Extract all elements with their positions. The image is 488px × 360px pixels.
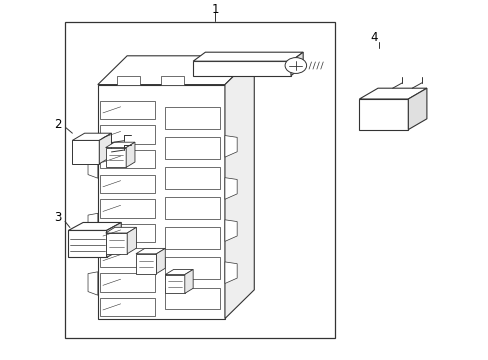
Text: 4: 4 [369,31,377,44]
Polygon shape [224,178,237,199]
Polygon shape [161,76,184,85]
Polygon shape [165,257,220,279]
Text: 1: 1 [211,3,219,15]
Polygon shape [224,135,237,157]
Polygon shape [106,222,121,257]
Polygon shape [156,248,165,274]
Polygon shape [105,233,127,254]
Polygon shape [105,142,135,148]
Polygon shape [224,56,254,319]
Polygon shape [99,133,111,164]
Polygon shape [165,167,220,189]
Polygon shape [126,142,135,167]
Polygon shape [105,148,126,167]
Polygon shape [359,88,426,99]
Polygon shape [117,76,140,85]
Polygon shape [165,197,220,219]
Polygon shape [359,99,407,130]
Polygon shape [224,262,237,284]
Polygon shape [100,298,155,316]
Polygon shape [88,155,98,178]
Polygon shape [72,140,99,164]
Polygon shape [72,133,111,140]
Polygon shape [100,125,155,144]
Polygon shape [127,228,136,254]
Polygon shape [136,254,156,274]
Polygon shape [98,56,254,85]
Polygon shape [88,213,98,237]
Polygon shape [165,228,220,249]
Polygon shape [165,269,193,275]
Circle shape [285,58,306,73]
Polygon shape [165,275,184,293]
Polygon shape [68,230,106,257]
Polygon shape [136,248,165,254]
Text: 2: 2 [54,118,61,131]
Polygon shape [100,150,155,168]
Polygon shape [184,269,193,293]
Polygon shape [100,175,155,193]
Polygon shape [88,272,98,295]
Polygon shape [100,224,155,242]
Polygon shape [68,222,121,230]
Polygon shape [193,52,303,61]
Polygon shape [407,88,426,130]
Polygon shape [290,52,303,76]
Polygon shape [98,85,224,319]
Polygon shape [193,61,290,76]
Polygon shape [100,199,155,217]
Polygon shape [100,100,155,119]
Polygon shape [105,228,136,233]
Polygon shape [165,137,220,159]
Bar [64,22,334,338]
Polygon shape [224,220,237,242]
Polygon shape [100,248,155,267]
Polygon shape [100,273,155,292]
Polygon shape [165,107,220,129]
Text: 3: 3 [54,211,61,224]
Polygon shape [165,288,220,309]
